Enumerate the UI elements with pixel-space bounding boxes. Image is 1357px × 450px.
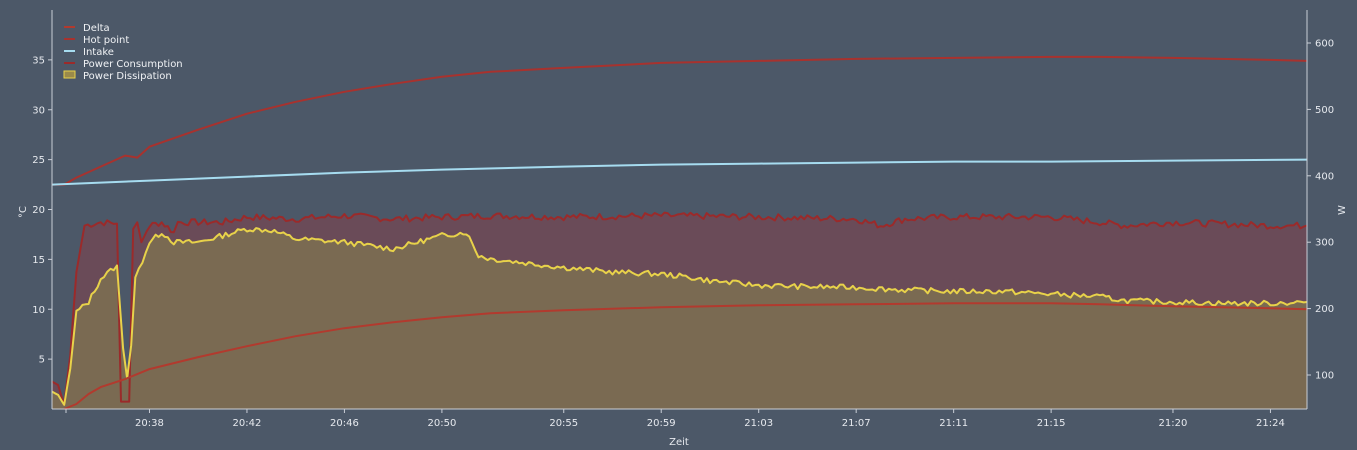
left-tick-label: 10 [32, 305, 45, 316]
delta-line [63, 302, 1308, 410]
power-dissipation-area [52, 228, 1307, 409]
x-tick-label: 20:50 [427, 418, 456, 429]
x-tick-label: 20:42 [233, 418, 262, 429]
series-fills [52, 212, 1307, 409]
x-tick-label: 21:07 [842, 418, 871, 429]
power-consumption-line [51, 211, 1308, 406]
legend-label: Hot point [83, 35, 129, 46]
right-tick-label: 600 [1315, 39, 1334, 50]
legend-swatch [63, 70, 76, 79]
series-lines [51, 55, 1308, 410]
plot-area [51, 55, 1308, 410]
x-tick-label: 21:03 [744, 418, 773, 429]
left-tick-label: 20 [32, 205, 45, 216]
x-tick-label: 21:20 [1159, 418, 1188, 429]
legend-label: Power Dissipation [83, 71, 172, 82]
x-tick-label: 21:15 [1037, 418, 1066, 429]
left-y-ticks: 5 10 15 20 25 30 35 [32, 55, 52, 366]
legend-label: Intake [83, 47, 114, 58]
x-tick-label: 21:24 [1256, 418, 1285, 429]
x-axis-title: Zeit [669, 437, 689, 448]
left-axis-title: °C [18, 206, 29, 218]
left-tick-label: 30 [32, 105, 45, 116]
left-tick-label: 35 [32, 55, 45, 66]
right-axis-title: W [1337, 205, 1348, 215]
hot-point-line [52, 55, 1308, 186]
x-tick-label: 20:46 [330, 418, 359, 429]
x-ticks: 20:38 20:42 20:46 20:50 20:55 20:59 21:03 21:07… [65, 409, 1285, 429]
right-tick-label: 300 [1315, 238, 1334, 249]
x-tick-label: 20:59 [647, 418, 676, 429]
right-tick-label: 100 [1315, 371, 1334, 382]
right-tick-label: 400 [1315, 171, 1334, 182]
left-tick-label: 25 [32, 155, 45, 166]
left-tick-label: 15 [32, 255, 45, 266]
power-dissipation-line [51, 227, 1308, 406]
x-tick-label: 20:55 [549, 418, 578, 429]
right-y-ticks: 100 200 300 400 500 600 [1307, 39, 1334, 382]
x-tick-label: 20:38 [135, 418, 164, 429]
right-tick-label: 500 [1315, 105, 1334, 116]
x-tick-label: 21:11 [939, 418, 968, 429]
legend-label: Delta [83, 23, 110, 34]
right-tick-label: 200 [1315, 304, 1334, 315]
intake-line [51, 158, 1308, 186]
legend-label: Power Consumption [83, 59, 183, 70]
left-tick-label: 5 [39, 355, 45, 366]
